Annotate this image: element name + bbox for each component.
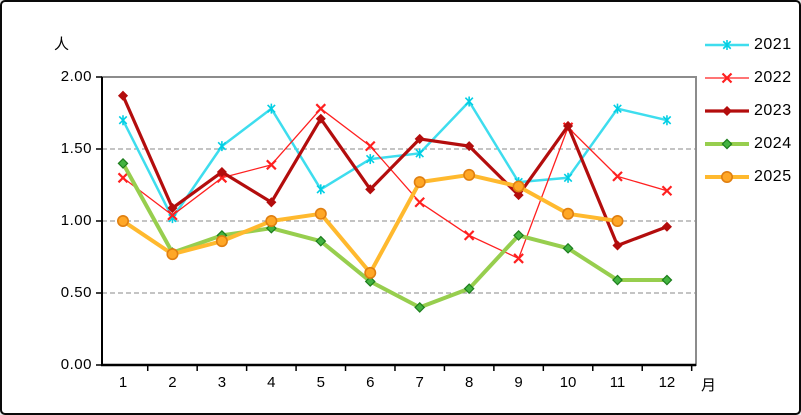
legend-label: 2025 [754,167,792,185]
series-line-2022 [122,108,668,260]
series-2023 [117,90,672,251]
legend-swatch-2023 [705,105,749,116]
y-tick-label: 1.00 [60,212,92,229]
x-tick-label: 11 [609,374,626,391]
legend-label: 2022 [754,68,792,86]
y-axis-title: 人 [54,36,70,53]
legend-item-2022: 2022 [703,61,792,94]
x-axis-title: 月 [701,377,717,394]
legend-swatch-2022 [705,72,749,83]
legend-item-2023: 2023 [703,94,792,127]
x-tick-label: 4 [267,374,276,391]
series-2025 [117,168,624,279]
y-tick-label: 0.50 [60,284,92,301]
x-tick-label: 3 [217,374,227,391]
series-line-2021 [121,100,669,220]
x-tick-label: 10 [559,374,577,391]
series-line-2023 [121,94,669,248]
legend-label: 2024 [754,134,792,152]
x-tick-label: 8 [464,374,474,391]
series-2021 [118,96,672,224]
legend-item-2021: 2021 [703,28,792,61]
x-tick-label: 12 [658,374,676,391]
x-tick-label: 5 [316,374,325,391]
x-tick-label: 2 [168,374,177,391]
x-tick-label: 1 [118,374,128,391]
y-tick-label: 2.00 [60,68,92,85]
legend-label: 2021 [754,35,792,53]
legend-item-2024: 2024 [703,127,792,160]
x-tick-label: 9 [514,374,523,391]
series-2024 [117,157,673,313]
y-tick-label: 0.00 [60,356,92,373]
x-tick-label: 6 [366,374,375,391]
legend-swatch-2021 [705,39,749,50]
series-line-2024 [121,161,669,310]
legend-label: 2023 [754,101,792,119]
legend-swatch-2025 [705,170,749,183]
x-tick-label: 7 [415,374,424,391]
legend: 2021 2022 2023 2024 2025 [703,28,792,193]
legend-swatch-2024 [705,138,749,149]
y-tick-label: 1.50 [60,140,92,157]
legend-item-2025: 2025 [703,160,792,193]
series-2022 [117,103,673,264]
